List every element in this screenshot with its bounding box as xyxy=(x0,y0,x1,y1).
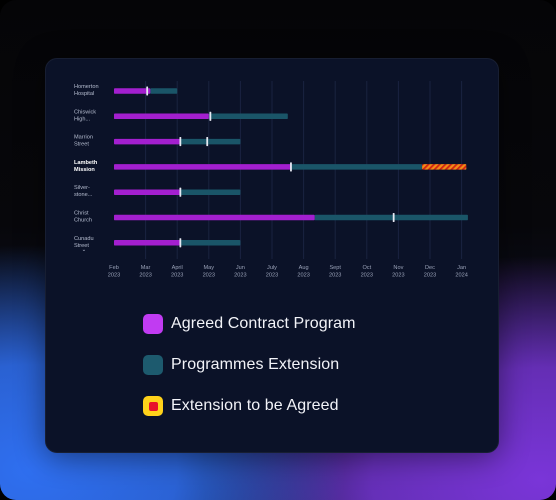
extension-bar xyxy=(180,240,241,246)
tick-year: 2023 xyxy=(234,273,246,279)
row-label-line: Marrion xyxy=(74,135,93,141)
tick-month: Jun xyxy=(236,265,245,271)
tick-year: 2023 xyxy=(139,273,151,279)
row-label: Christ Church xyxy=(74,211,92,224)
legend-label-agreed: Agreed Contract Program xyxy=(171,315,356,332)
milestone-marker xyxy=(179,187,182,197)
legend-item-agreed: Agreed Contract Program xyxy=(143,314,356,334)
milestone-marker xyxy=(209,111,212,121)
tick-year: 2023 xyxy=(329,273,341,279)
tick-month: Mar xyxy=(141,265,151,271)
extension-bar xyxy=(150,88,178,94)
tick-month: Oct xyxy=(362,265,371,271)
tick-month: Jan xyxy=(457,265,466,271)
row-label: Chiswick High... xyxy=(74,109,96,122)
x-tick-label: Aug 2023 xyxy=(297,265,309,279)
agreed-bar xyxy=(114,214,315,221)
milestone-marker xyxy=(392,212,395,223)
row-label: Lambeth Mission xyxy=(74,160,98,173)
timeline-card: Homerton Hospital Chiswick High... Marrion St… xyxy=(45,58,499,453)
agreed-bar xyxy=(114,113,209,120)
x-tick-label: Oct 2023 xyxy=(361,265,373,279)
row-label-line: Hospital xyxy=(74,91,94,97)
tick-month: April xyxy=(172,265,183,271)
milestone-marker xyxy=(146,86,149,96)
agreed-bar xyxy=(114,240,181,246)
row-label-line: Chiswick xyxy=(74,109,96,115)
tick-month: Aug xyxy=(299,265,309,271)
x-tick-label: Dec 2023 xyxy=(424,265,436,279)
tick-month: Nov xyxy=(393,265,403,271)
legend-label-to-be-agreed: Extension to be Agreed xyxy=(171,397,339,414)
x-tick-label: Feb 2023 xyxy=(108,265,120,279)
to-be-agreed-swatch xyxy=(143,396,163,416)
row-label-line: Cunadu xyxy=(74,236,94,242)
tick-year: 2023 xyxy=(392,273,404,279)
row-label: Silver-stone... xyxy=(74,185,93,198)
row-label-line: Christ xyxy=(74,211,89,217)
agreed-bar xyxy=(114,164,291,170)
tick-year: 2023 xyxy=(266,273,278,279)
tick-month: Sept xyxy=(329,265,341,271)
extension-bar xyxy=(314,214,468,221)
x-tick-label: Mar 2023 xyxy=(139,265,151,279)
legend-label-extension: Programmes Extension xyxy=(171,356,340,373)
milestone-marker xyxy=(290,162,292,172)
x-tick-label: Jun 2023 xyxy=(234,265,246,279)
tick-month: May xyxy=(204,265,215,271)
extension-bar xyxy=(290,164,423,170)
row-label-line: Homerton xyxy=(74,84,99,90)
row-label-line: High... xyxy=(74,116,91,122)
row-label: Cunadu Street xyxy=(74,236,94,249)
more-rows-chevron-icon: ⌄ xyxy=(82,247,87,253)
agreed-bar xyxy=(114,138,181,145)
tick-year: 2023 xyxy=(108,273,120,279)
tick-year: 2023 xyxy=(171,273,183,279)
x-tick-label: Sept 2023 xyxy=(329,265,341,279)
tick-year: 2023 xyxy=(424,273,436,279)
row-label-line: Street xyxy=(74,142,89,148)
x-tick-label: Nov 2023 xyxy=(392,265,404,279)
tick-year: 2023 xyxy=(361,273,373,279)
extension-bar xyxy=(180,138,241,145)
milestone-marker xyxy=(179,238,182,248)
to-be-agreed-bar xyxy=(422,164,467,170)
tick-year: 2024 xyxy=(455,273,467,279)
row-label-line: stone... xyxy=(74,192,93,198)
row-label-line: Lambeth xyxy=(74,160,98,166)
row-label: Homerton Hospital xyxy=(74,84,99,97)
chart-legend: Agreed Contract Program Programmes Exten… xyxy=(143,314,356,437)
row-label-line: Church xyxy=(74,218,92,224)
x-tick-label: May 2023 xyxy=(203,265,215,279)
agreed-swatch xyxy=(143,314,163,334)
row-label-line: Silver- xyxy=(74,185,90,191)
row-label-line: Street xyxy=(74,243,89,249)
tick-month: July xyxy=(267,265,277,271)
extension-bar xyxy=(180,189,241,195)
tick-year: 2023 xyxy=(203,273,215,279)
extension-bar xyxy=(208,113,288,120)
row-label-line: Mission xyxy=(74,167,95,173)
x-tick-label: April 2023 xyxy=(171,265,183,279)
milestone-marker xyxy=(179,137,182,147)
x-tick-label: Jan 2024 xyxy=(455,265,467,279)
extension-swatch xyxy=(143,355,163,375)
legend-item-to-be-agreed: Extension to be Agreed xyxy=(143,396,356,416)
legend-item-extension: Programmes Extension xyxy=(143,355,356,375)
x-tick-label: July 2023 xyxy=(266,265,278,279)
milestone-marker xyxy=(206,137,209,147)
row-label: Marrion Street xyxy=(74,135,93,148)
tick-month: Feb xyxy=(109,265,119,271)
agreed-bar xyxy=(114,88,151,94)
agreed-bar xyxy=(114,189,181,195)
tick-month: Dec xyxy=(425,265,435,271)
tick-year: 2023 xyxy=(297,273,309,279)
